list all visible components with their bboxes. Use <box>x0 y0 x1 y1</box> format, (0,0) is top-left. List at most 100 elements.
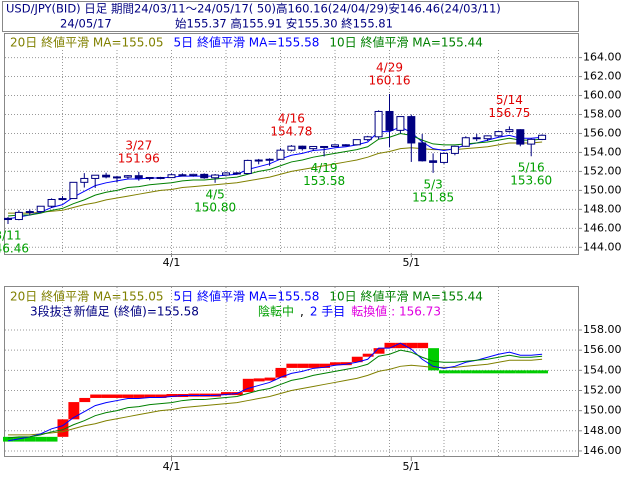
brick <box>504 370 516 374</box>
candle-body <box>145 176 154 179</box>
brick <box>308 363 320 368</box>
brick <box>122 394 134 398</box>
candle-body <box>14 211 23 221</box>
candle-body <box>287 145 296 151</box>
y-tick-label: 146.00 <box>583 221 622 234</box>
legend-entry: 10日 終値平滑 MA=155.44 <box>329 35 483 50</box>
annotation-date: 4/19 <box>311 161 338 175</box>
brick <box>340 362 352 366</box>
annotation-date: 5/14 <box>496 93 523 107</box>
candle-body <box>429 160 438 163</box>
candle-body <box>407 116 416 144</box>
annotation-price: 150.80 <box>194 200 236 214</box>
candle-body <box>298 145 307 150</box>
annotation-price: 154.78 <box>270 125 312 139</box>
candle-body <box>189 173 198 176</box>
y-tick-label: 154.00 <box>583 145 622 158</box>
brick <box>482 370 494 374</box>
ma-line <box>7 342 543 442</box>
brick <box>439 370 450 374</box>
candle-body <box>265 158 274 161</box>
brick <box>515 370 527 374</box>
annotation-date: 3/11 <box>0 228 21 242</box>
ma-line <box>7 132 543 217</box>
brick <box>101 394 112 398</box>
legend-entry: 5日 終値平滑 MA=155.58 <box>174 35 320 50</box>
candle-body <box>538 134 547 140</box>
annotation-price: 151.96 <box>118 151 160 165</box>
brick <box>275 367 287 378</box>
brick <box>57 419 69 437</box>
candle-body <box>254 159 263 162</box>
candle-body <box>505 129 514 133</box>
brick <box>493 370 505 374</box>
legend-entry: 20日 終値平滑 MA=155.05 <box>10 35 164 50</box>
brick <box>90 394 102 398</box>
header-prices: 始155.37 高155.91 安155.30 終155.81 <box>175 17 393 31</box>
candle-body <box>232 172 241 175</box>
header-date: 24/05/17 <box>60 17 112 31</box>
brick <box>112 394 123 398</box>
candle-body <box>516 129 525 145</box>
header-line1: USD/JPY(BID) 日足 期間24/03/11～24/05/17( 50)… <box>6 2 501 16</box>
brick <box>79 397 91 403</box>
candle-body <box>363 136 372 141</box>
annotation-date: 5/16 <box>518 161 545 175</box>
brick <box>297 363 309 368</box>
ma-line <box>8 358 543 436</box>
candle-body <box>102 174 111 178</box>
brick <box>526 370 538 374</box>
status-text: 陰転中 <box>258 304 294 319</box>
annotation-price: 153.58 <box>303 174 345 188</box>
brick <box>460 370 472 374</box>
candle-body <box>527 138 536 145</box>
brick <box>330 362 341 366</box>
brick <box>373 348 385 354</box>
y-tick-label: 152.00 <box>583 383 622 396</box>
brick <box>46 436 58 442</box>
x-tick-label: 5/1 <box>402 460 420 473</box>
bottom-frame <box>4 286 579 457</box>
candle-body <box>58 198 67 201</box>
y-tick-label: 146.00 <box>583 444 622 457</box>
legend-entry: 10日 終値平滑 MA=155.44 <box>329 289 483 304</box>
status-text: 転換値 : 156.73 <box>351 304 441 319</box>
candle-body <box>156 176 165 179</box>
candle-body <box>341 144 350 147</box>
candle-body <box>134 175 143 179</box>
candle-body <box>80 177 89 183</box>
candle-body <box>472 137 481 140</box>
y-tick-label: 144.00 <box>583 240 622 253</box>
candle-body <box>113 176 121 179</box>
brick <box>319 363 330 368</box>
top-chart: 144.00 146.00 148.00 150.00 152.00 154.00 156.… <box>0 35 622 270</box>
legend-entry: 5日 終値平滑 MA=155.58 <box>174 289 320 304</box>
candle-body <box>309 145 318 150</box>
brick <box>417 342 429 349</box>
annotation-date: 5/3 <box>423 177 442 191</box>
annotation-date: 4/5 <box>205 187 224 201</box>
brick <box>362 353 374 357</box>
annotation-price: 151.85 <box>412 190 454 204</box>
candle-body <box>440 152 448 163</box>
x-tick-label: 4/1 <box>163 460 181 473</box>
candle-body <box>243 159 252 175</box>
brick <box>406 342 418 349</box>
annotation-price: 160.16 <box>369 74 411 88</box>
legend-entry: 20日 終値平滑 MA=155.05 <box>10 289 164 304</box>
brick <box>384 342 396 349</box>
candle-body <box>47 198 56 207</box>
brick <box>3 436 14 442</box>
line-break-title: 3段抜き新値足 (終値)=155.58 <box>30 304 199 319</box>
y-tick-label: 154.00 <box>583 363 622 376</box>
annotation-date: 3/27 <box>125 138 152 152</box>
candle-body <box>25 211 34 214</box>
brick <box>35 436 47 442</box>
candle-body <box>91 174 100 179</box>
annotation-price: 146.46 <box>0 241 29 255</box>
annotation-date: 4/16 <box>278 112 305 126</box>
y-tick-label: 156.00 <box>583 126 622 139</box>
candle-body <box>352 139 361 146</box>
